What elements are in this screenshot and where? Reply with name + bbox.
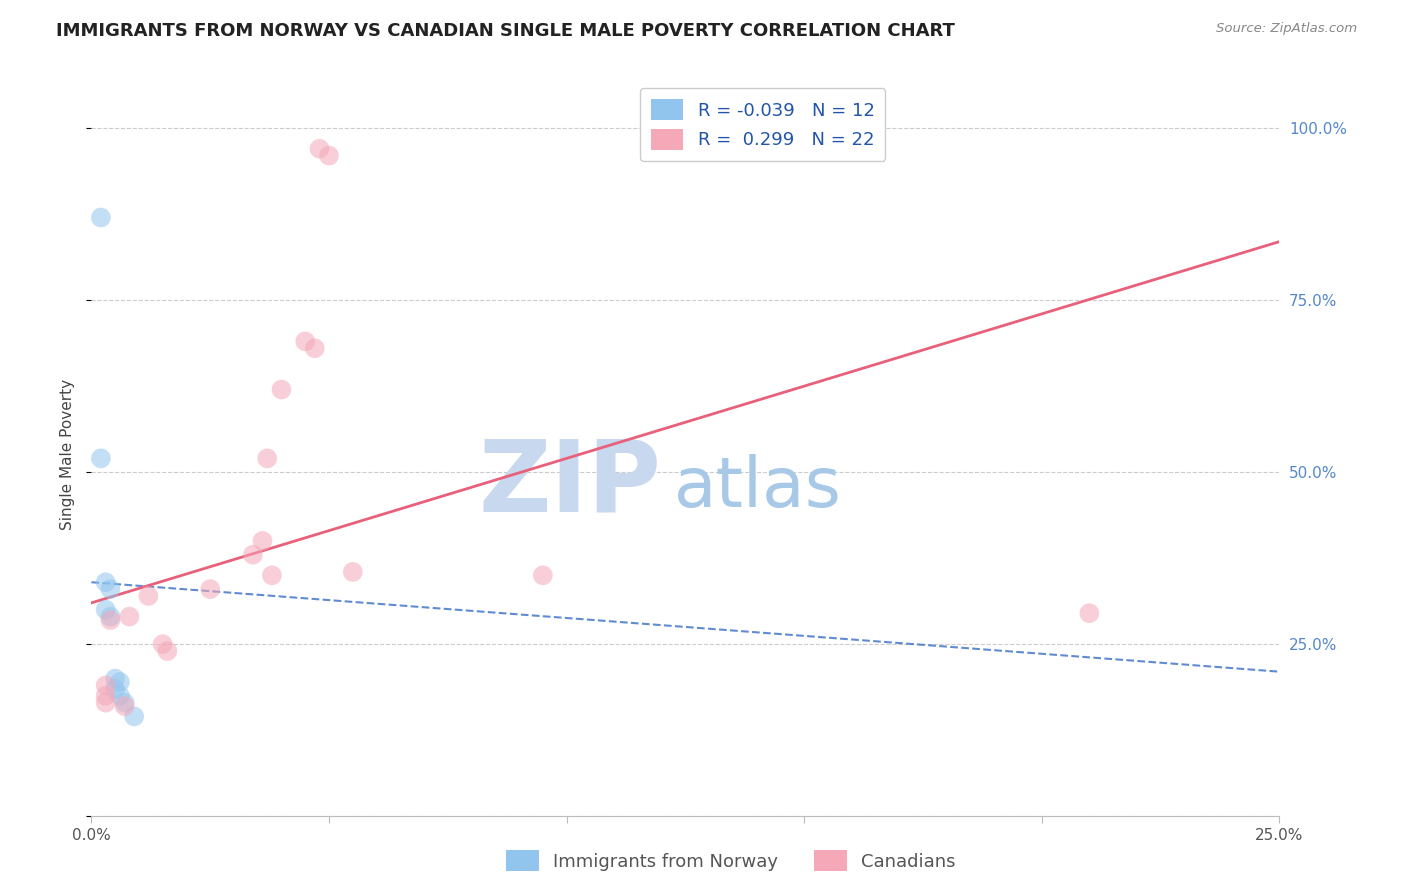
- Point: [294, 334, 316, 349]
- Point: [308, 142, 330, 156]
- Point: [100, 582, 122, 596]
- Point: [152, 637, 174, 651]
- Point: [108, 675, 131, 690]
- Point: [304, 341, 326, 355]
- Point: [242, 548, 264, 562]
- Point: [122, 709, 145, 723]
- Point: [200, 582, 222, 596]
- Text: IMMIGRANTS FROM NORWAY VS CANADIAN SINGLE MALE POVERTY CORRELATION CHART: IMMIGRANTS FROM NORWAY VS CANADIAN SINGL…: [56, 22, 955, 40]
- Point: [1078, 606, 1101, 620]
- Point: [100, 613, 122, 627]
- Point: [256, 451, 278, 466]
- Text: Source: ZipAtlas.com: Source: ZipAtlas.com: [1216, 22, 1357, 36]
- Point: [260, 568, 283, 582]
- Point: [94, 689, 117, 703]
- Point: [100, 609, 122, 624]
- Point: [94, 575, 117, 590]
- Legend: R = -0.039   N = 12, R =  0.299   N = 22: R = -0.039 N = 12, R = 0.299 N = 22: [640, 88, 886, 161]
- Text: ZIP: ZIP: [479, 435, 662, 533]
- Text: atlas: atlas: [673, 454, 841, 521]
- Point: [318, 148, 340, 162]
- Point: [104, 681, 127, 696]
- Point: [156, 644, 179, 658]
- Point: [114, 699, 136, 714]
- Point: [104, 672, 127, 686]
- Point: [90, 211, 112, 225]
- Point: [270, 383, 292, 397]
- Point: [94, 678, 117, 692]
- Point: [108, 689, 131, 703]
- Point: [252, 533, 274, 548]
- Y-axis label: Single Male Poverty: Single Male Poverty: [59, 379, 75, 531]
- Point: [94, 696, 117, 710]
- Point: [118, 609, 141, 624]
- Point: [138, 589, 160, 603]
- Point: [531, 568, 554, 582]
- Legend: Immigrants from Norway, Canadians: Immigrants from Norway, Canadians: [499, 843, 963, 879]
- Point: [94, 603, 117, 617]
- Point: [90, 451, 112, 466]
- Point: [114, 696, 136, 710]
- Point: [342, 565, 364, 579]
